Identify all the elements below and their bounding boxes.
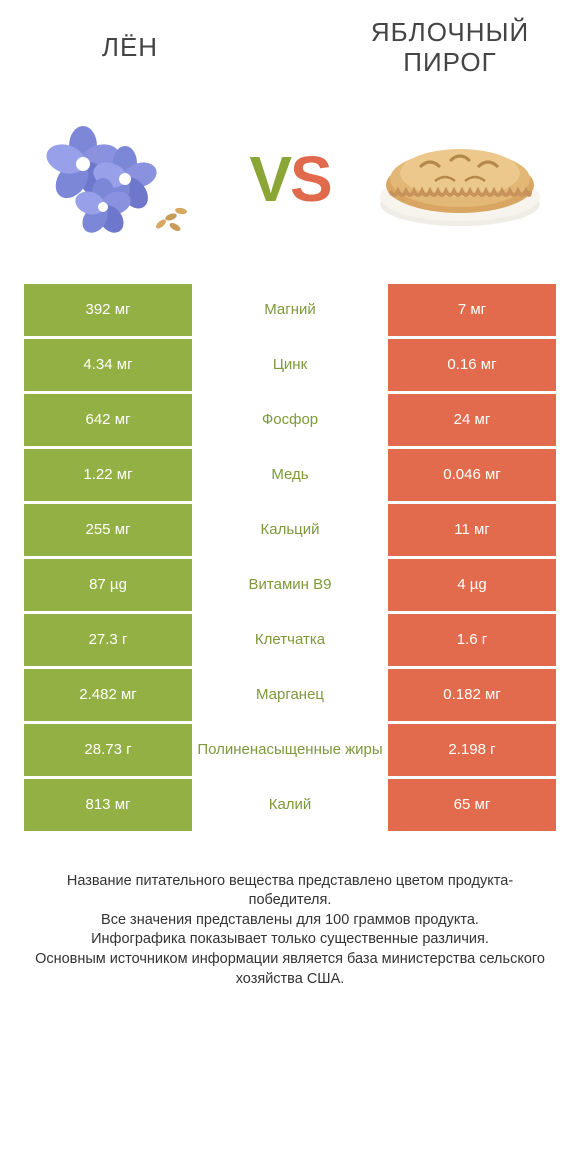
right-value-cell: 24 мг (388, 394, 556, 446)
nutrient-label: Цинк (192, 339, 388, 391)
header: ЛЁН ЯБЛОЧНЫЙ ПИРОГ (0, 0, 580, 84)
table-row: 2.482 мгМарганец0.182 мг (24, 669, 556, 721)
right-value-cell: 0.046 мг (388, 449, 556, 501)
nutrient-label: Фосфор (192, 394, 388, 446)
left-value-cell: 4.34 мг (24, 339, 192, 391)
table-row: 813 мгКалий65 мг (24, 779, 556, 831)
right-value-cell: 2.198 г (388, 724, 556, 776)
table-row: 1.22 мгМедь0.046 мг (24, 449, 556, 501)
right-value-cell: 65 мг (388, 779, 556, 831)
table-row: 27.3 гКлетчатка1.6 г (24, 614, 556, 666)
nutrient-label: Витамин B9 (192, 559, 388, 611)
right-value-cell: 7 мг (388, 284, 556, 336)
vs-label: VS (249, 142, 330, 216)
table-row: 87 µgВитамин B94 µg (24, 559, 556, 611)
footer-line: Основным источником информации является … (26, 950, 554, 989)
right-value-cell: 0.16 мг (388, 339, 556, 391)
left-value-cell: 392 мг (24, 284, 192, 336)
left-value-cell: 28.73 г (24, 724, 192, 776)
nutrient-label: Клетчатка (192, 614, 388, 666)
left-value-cell: 642 мг (24, 394, 192, 446)
table-row: 642 мгФосфор24 мг (24, 394, 556, 446)
right-value-cell: 1.6 г (388, 614, 556, 666)
table-row: 28.73 гПолиненасыщенные жиры2.198 г (24, 724, 556, 776)
nutrient-label: Медь (192, 449, 388, 501)
flax-flower-icon (30, 104, 210, 254)
right-value-cell: 0.182 мг (388, 669, 556, 721)
hero-row: VS (0, 84, 580, 284)
footer-line: Все значения представлены для 100 граммо… (26, 911, 554, 931)
apple-pie-icon (370, 104, 550, 254)
footer-notes: Название питательного вещества представл… (0, 834, 580, 989)
left-value-cell: 87 µg (24, 559, 192, 611)
left-value-cell: 2.482 мг (24, 669, 192, 721)
right-value-cell: 4 µg (388, 559, 556, 611)
nutrient-label: Кальций (192, 504, 388, 556)
table-row: 255 мгКальций11 мг (24, 504, 556, 556)
table-row: 4.34 мгЦинк0.16 мг (24, 339, 556, 391)
left-value-cell: 813 мг (24, 779, 192, 831)
footer-line: Название питательного вещества представл… (26, 872, 554, 911)
nutrient-label: Полиненасыщенные жиры (192, 724, 388, 776)
comparison-table: 392 мгМагний7 мг4.34 мгЦинк0.16 мг642 мг… (0, 284, 580, 831)
right-value-cell: 11 мг (388, 504, 556, 556)
nutrient-label: Магний (192, 284, 388, 336)
left-value-cell: 27.3 г (24, 614, 192, 666)
footer-line: Инфографика показывает только существенн… (26, 930, 554, 950)
nutrient-label: Марганец (192, 669, 388, 721)
table-row: 392 мгМагний7 мг (24, 284, 556, 336)
left-value-cell: 1.22 мг (24, 449, 192, 501)
nutrient-label: Калий (192, 779, 388, 831)
left-product-title: ЛЁН (30, 33, 230, 63)
left-value-cell: 255 мг (24, 504, 192, 556)
right-product-title: ЯБЛОЧНЫЙ ПИРОГ (350, 18, 550, 78)
